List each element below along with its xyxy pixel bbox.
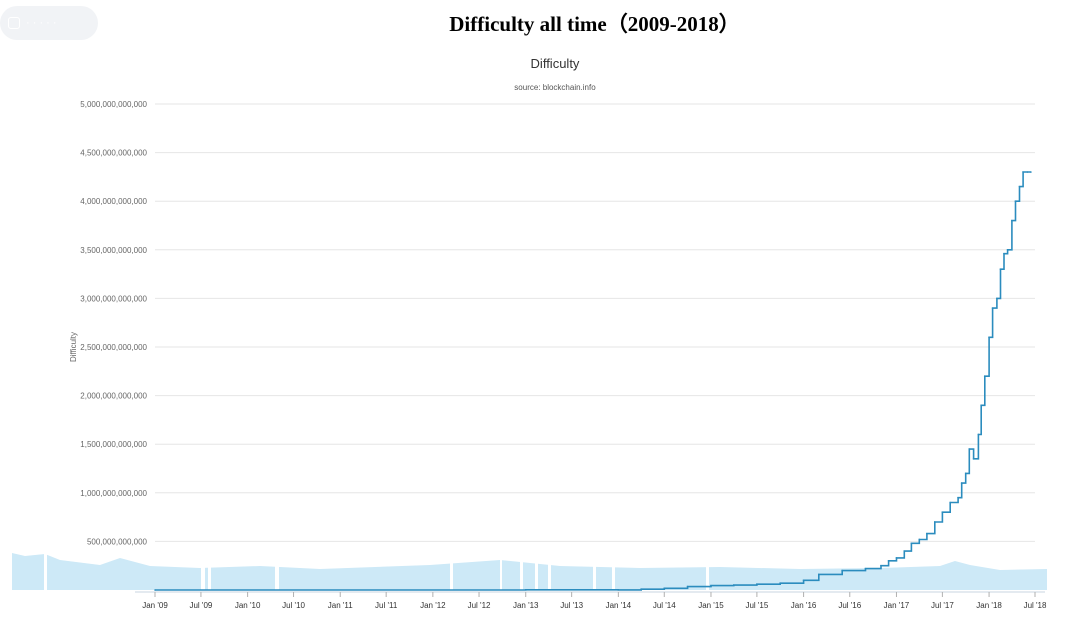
data-point (524, 589, 527, 591)
y-tick-label: 2,000,000,000,000 (80, 392, 147, 401)
data-point (933, 521, 936, 523)
x-tick-label: Jul '16 (838, 601, 861, 610)
navigator-area (12, 553, 1047, 590)
navigator-gap (520, 553, 523, 590)
data-point (957, 496, 959, 499)
data-point (949, 501, 952, 504)
data-point (910, 542, 913, 545)
data-point (841, 569, 843, 572)
chart-subtitle: source: blockchain.info (514, 83, 596, 92)
data-point (983, 375, 986, 377)
x-tick-label: Jul '15 (745, 601, 768, 610)
data-point (887, 560, 890, 562)
data-point (999, 268, 1002, 271)
y-tick-label: 1,500,000,000,000 (80, 440, 147, 449)
page-title: Difficulty all time（2009-2018） (449, 12, 740, 36)
x-tick-label: Jan '18 (976, 601, 1002, 610)
data-point (818, 573, 820, 576)
chart-title: Difficulty (531, 56, 580, 71)
data-point (864, 567, 867, 570)
data-point (779, 582, 782, 584)
data-point (1014, 200, 1017, 202)
data-point (895, 557, 898, 559)
x-tick-label: Jan '14 (606, 601, 632, 610)
data-point (968, 448, 971, 450)
navigator-gap (593, 553, 596, 590)
data-point (1030, 171, 1032, 173)
x-tick-label: Jul '13 (560, 601, 583, 610)
y-tick-label: 3,000,000,000,000 (80, 294, 147, 303)
navigator-gap (44, 553, 47, 590)
x-tick-label: Jan '11 (328, 601, 354, 610)
x-tick-label: Jan '13 (513, 601, 539, 610)
data-point (903, 550, 906, 552)
x-tick-label: Jan '16 (791, 601, 817, 610)
y-tick-label: 2,500,000,000,000 (80, 343, 147, 352)
data-point (756, 583, 758, 585)
y-tick-label: 5,000,000,000,000 (80, 100, 147, 109)
x-tick-label: Jul '10 (282, 601, 305, 610)
data-point (926, 532, 928, 535)
data-point (710, 584, 712, 587)
data-point (663, 587, 666, 590)
data-point (977, 433, 980, 436)
data-point (1026, 171, 1029, 173)
data-point (941, 511, 944, 514)
x-tick-label: Jul '11 (375, 601, 398, 610)
data-point (1006, 249, 1009, 251)
x-tick-label: Jan '12 (420, 601, 446, 610)
data-point (1003, 252, 1005, 255)
data-point (802, 579, 805, 582)
data-point (988, 336, 990, 339)
y-tick-label: 3,500,000,000,000 (80, 246, 147, 255)
data-point (733, 584, 735, 586)
navigator-gap (548, 553, 551, 590)
x-tick-label: Jul '12 (468, 601, 491, 610)
data-point (640, 588, 642, 591)
x-tick-label: Jul '17 (931, 601, 954, 610)
data-point (1018, 185, 1021, 188)
navigator-gap (450, 553, 453, 590)
x-tick-label: Jan '09 (142, 601, 168, 610)
data-point (617, 589, 620, 591)
data-point (154, 589, 156, 591)
navigator-gap (201, 553, 205, 590)
navigator-gap (706, 553, 709, 590)
x-tick-label: Jan '10 (235, 601, 261, 610)
navigator-gap (208, 553, 211, 590)
data-point (991, 307, 994, 309)
overlay-label: · · · · · (26, 17, 57, 29)
x-tick-label: Jan '15 (698, 601, 724, 610)
x-tick-label: Jul '18 (1024, 601, 1047, 610)
data-point (980, 404, 983, 407)
y-tick-label: 4,000,000,000,000 (80, 197, 147, 206)
navigator-gap (612, 553, 615, 590)
navigator-gap (275, 553, 279, 590)
data-point (1022, 171, 1024, 173)
overlay-pill[interactable]: · · · · · (0, 6, 98, 40)
data-point (964, 472, 967, 475)
data-point (960, 482, 963, 484)
y-tick-label: 4,500,000,000,000 (80, 149, 147, 158)
data-point (686, 585, 689, 588)
y-tick-label: 1,000,000,000,000 (80, 489, 147, 498)
x-tick-label: Jul '14 (653, 601, 676, 610)
data-point (972, 457, 975, 460)
data-point (1011, 219, 1013, 222)
y-axis-title: Difficulty (69, 332, 78, 362)
x-tick-label: Jul '09 (189, 601, 212, 610)
navigator-gap (535, 553, 538, 590)
y-tick-label: 500,000,000,000 (87, 537, 148, 546)
data-point (996, 297, 998, 300)
navigator-gap (500, 553, 502, 590)
series-line (155, 171, 1031, 591)
data-point (880, 564, 882, 567)
data-point (918, 538, 921, 541)
x-tick-label: Jan '17 (884, 601, 910, 610)
overlay-icon (8, 17, 20, 29)
